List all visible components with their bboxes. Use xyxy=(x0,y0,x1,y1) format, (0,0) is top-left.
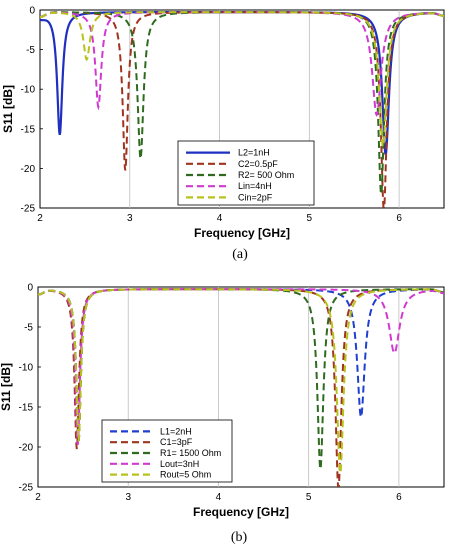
legend-entry: L2=1nH xyxy=(238,148,270,158)
x-tick-label: 2 xyxy=(35,492,41,503)
chart-panel-a: 2 3 4 5 6 0 -5 -10 -15 -20 -25 Frequency [GHz] S11 [… xyxy=(1,6,445,262)
plot-area xyxy=(37,286,445,488)
y-axis-label: S11 [dB] xyxy=(0,363,13,411)
x-tick-label: 4 xyxy=(217,213,223,224)
legend-entry: Rout=5 Ohm xyxy=(160,470,211,480)
y-tick-label: 0 xyxy=(29,6,35,17)
legend-entry: R2= 500 Ohm xyxy=(238,170,294,180)
y-tick-label: -25 xyxy=(21,204,36,215)
legend-box xyxy=(177,140,315,206)
series-line-4 xyxy=(38,288,444,446)
y-tick-label: -25 xyxy=(19,483,34,494)
y-tick-label: 0 xyxy=(27,283,33,294)
series-line-5 xyxy=(40,11,444,150)
legend-entry: R1= 1500 Ohm xyxy=(160,448,221,458)
y-tick-label: -10 xyxy=(19,363,34,374)
x-tick-label: 6 xyxy=(396,213,402,224)
legend-entry: Cin=2pF xyxy=(238,192,273,202)
series-line-5 xyxy=(38,288,444,474)
x-tick-label: 6 xyxy=(396,492,402,503)
figure-caption: (a) xyxy=(232,247,248,262)
x-tick-label: 3 xyxy=(127,213,133,224)
y-axis-label: S11 [dB] xyxy=(1,85,15,133)
y-tick-label: -5 xyxy=(24,323,33,334)
figure-caption: (b) xyxy=(231,530,248,545)
x-tick-label: 4 xyxy=(216,492,222,503)
x-tick-label: 2 xyxy=(37,213,43,224)
series-line-4 xyxy=(40,11,444,117)
x-tick-label: 3 xyxy=(125,492,131,503)
legend-entry: C2=0.5pF xyxy=(238,159,278,169)
x-axis-label: Frequency [GHz] xyxy=(194,226,290,240)
x-tick-label: 5 xyxy=(306,492,312,503)
x-axis-label: Frequency [GHz] xyxy=(193,505,289,519)
y-tick-label: -15 xyxy=(19,403,34,414)
legend-entry: Lout=3nH xyxy=(160,459,199,469)
legend-entry: C1=3pF xyxy=(160,437,193,447)
y-tick-label: -20 xyxy=(21,164,36,175)
y-tick-label: -10 xyxy=(21,85,36,96)
chart-panel-b: 2 3 4 5 6 0 -5 -10 -15 -20 -25 Frequency [GHz] S11 [… xyxy=(0,283,445,545)
y-tick-label: -15 xyxy=(21,124,36,135)
legend-entry: L1=2nH xyxy=(160,426,192,436)
y-tick-label: -20 xyxy=(19,443,34,454)
legend-entry: Lin=4nH xyxy=(238,181,272,191)
y-tick-label: -5 xyxy=(26,45,35,56)
x-tick-label: 5 xyxy=(307,213,313,224)
